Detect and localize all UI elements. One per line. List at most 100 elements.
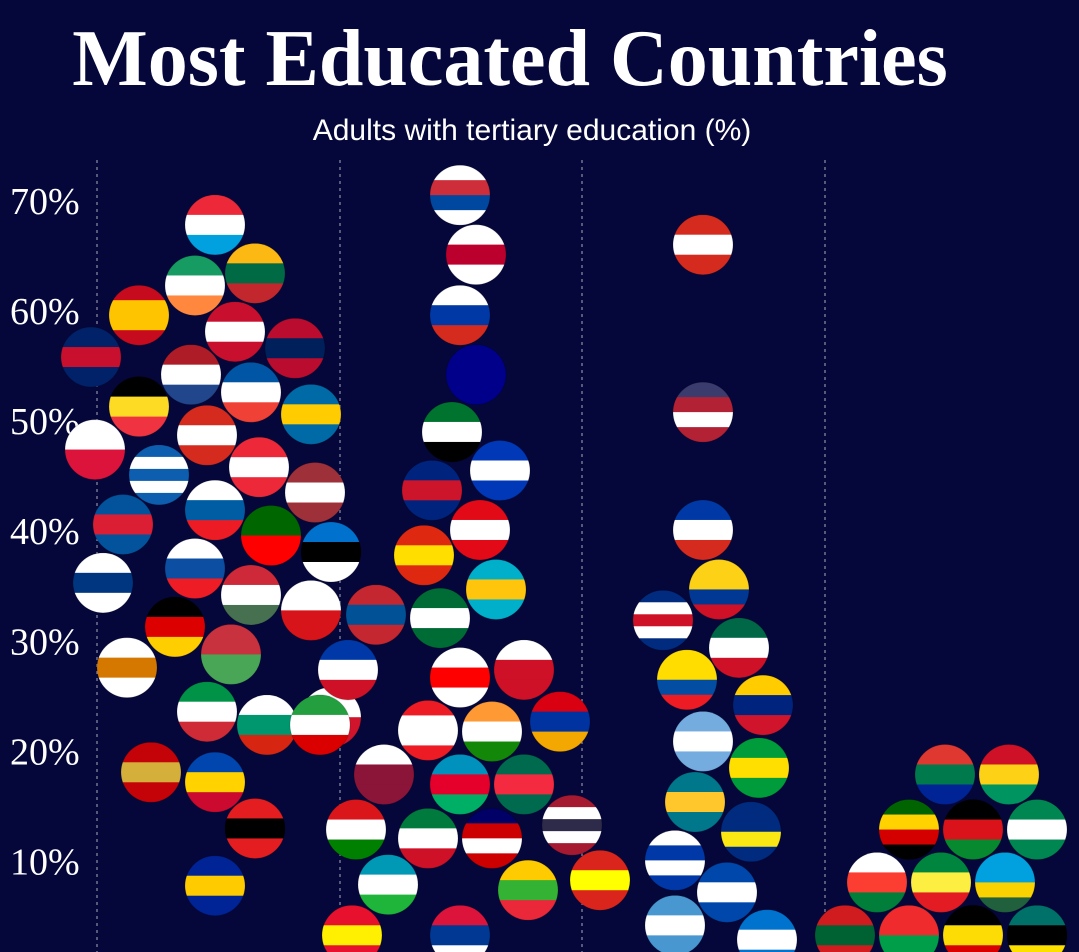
flag-stripe [979,784,1039,805]
flag-stripe [430,180,490,196]
flag-stripe [430,647,490,669]
flag [733,675,793,736]
flag-marker [708,617,770,679]
flag-stripe [450,539,510,560]
flag-stripe [398,828,458,849]
flag-stripe [165,295,225,316]
flag-stripe [697,902,757,923]
flag [697,862,757,923]
flag-stripe [645,845,705,861]
flag-marker [942,799,1004,861]
flag-stripe [1007,799,1067,821]
flag [185,855,245,916]
flag-marker [672,499,734,561]
flag-stripe [462,823,522,839]
flag-stripe [161,344,221,366]
flag-stripe [205,341,265,362]
flag-marker [317,639,379,701]
flag [326,799,386,860]
flag-marker [461,701,523,763]
flag-stripe [109,376,169,398]
flag-stripe [301,521,361,543]
flag-stripe [498,860,558,881]
flag-stripe [494,774,554,795]
flag [318,639,378,700]
flag [165,538,225,599]
flag-marker [688,558,750,620]
flag-stripe [109,300,169,316]
flag-stripe [430,325,490,346]
flag-stripe [301,561,361,582]
flag-marker [224,242,286,304]
flag-marker [228,436,290,498]
flag-stripe [911,872,971,893]
flag-stripe [943,799,1003,821]
flag-marker [345,584,407,646]
flag-marker [108,284,170,346]
flag-marker [204,301,266,363]
flag-marker [92,493,154,555]
flag-stripe [225,818,285,839]
flag [446,224,506,285]
flag-marker [461,807,523,869]
flag [1007,905,1067,952]
flag-stripe [165,558,225,580]
flag-marker [393,524,455,586]
flag-stripe [462,701,522,723]
flag-marker [429,647,491,709]
flag-stripe [358,874,418,896]
flag-marker [184,751,246,813]
flag-stripe [145,636,205,657]
flag-stripe [665,792,725,813]
flag-stripe [879,829,939,846]
flag-marker [401,459,463,521]
flag [221,564,281,625]
flag [394,525,454,586]
flag-marker [240,504,302,566]
flag-marker [1006,799,1068,861]
flag-stripe [185,875,245,897]
flag-marker [184,479,246,541]
flag-marker [644,829,706,891]
flag-marker [184,855,246,917]
flag-marker [644,894,706,952]
flag-marker [280,383,342,445]
flag-stripe [943,945,1003,952]
flag-stripe [358,894,418,915]
flag [737,909,797,952]
flag-stripe [847,852,907,873]
flag-stripe [185,792,245,813]
flag-marker [160,344,222,406]
y-tick-label: 50% [10,401,80,443]
flag-marker [429,164,491,226]
flag-stripe [109,315,169,331]
flag [450,499,510,560]
flag-stripe [466,559,526,580]
flag-marker [569,849,631,911]
flag-marker [529,691,591,753]
flag-marker [264,317,326,379]
flag-stripe [446,244,506,266]
flag-stripe [673,412,733,428]
flag-stripe [225,243,285,264]
flag-stripe [1007,925,1067,946]
flag-stripe [494,659,554,681]
flag-marker [449,499,511,561]
flag [729,737,789,798]
flag-stripe [402,460,462,481]
flag-marker [421,401,483,463]
flag-marker [64,419,126,481]
flag-stripe [185,895,245,916]
flag-stripe [61,347,121,368]
flag-marker [176,681,238,743]
flag-marker [814,904,876,952]
flag [185,752,245,813]
y-tick-label: 40% [10,511,80,553]
flag-marker [200,623,262,685]
flag [145,596,205,657]
flag-stripe [354,784,414,805]
flag-stripe [398,730,458,746]
flag-stripe [570,850,630,871]
flag-stripe [346,624,406,645]
